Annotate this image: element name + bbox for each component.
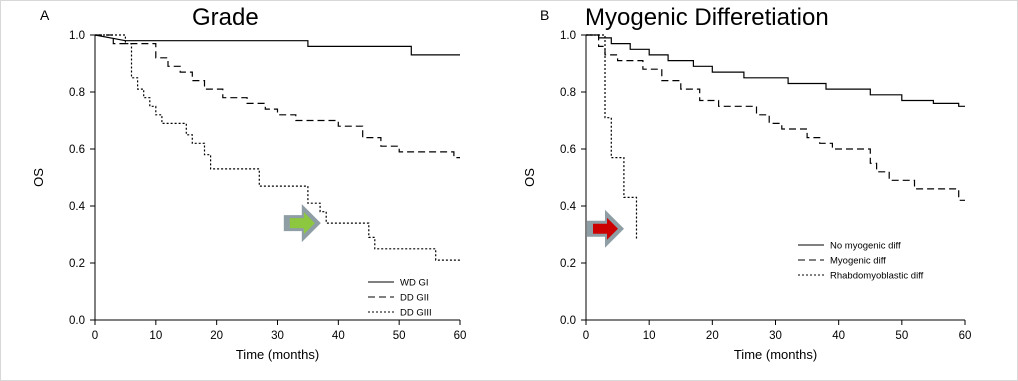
panel-letter: A	[40, 7, 50, 23]
legend-entry: DD GIII	[400, 308, 432, 319]
legend-entry: Myogenic diff	[830, 256, 886, 267]
x-tick-label: 60	[959, 330, 972, 342]
series-line-2	[586, 34, 965, 201]
x-axis-label: Time (months)	[236, 347, 319, 362]
x-tick-label: 40	[332, 330, 345, 342]
x-axis-label: Time (months)	[734, 347, 817, 362]
y-tick-label: 0.0	[560, 315, 576, 327]
x-tick-label: 30	[769, 330, 782, 342]
x-tick-label: 30	[271, 330, 284, 342]
x-tick-label: 20	[706, 330, 719, 342]
y-axis-label: OS	[31, 168, 46, 187]
y-tick-label: 0.8	[560, 87, 576, 99]
chart-title: Myogenic Differetiation	[585, 4, 829, 31]
series-line-1	[586, 34, 965, 107]
x-tick-label: 40	[832, 330, 845, 342]
series-line-1	[94, 34, 460, 56]
panel-A: A Grade 0 10 20 30 40 50 60 0.0 0.2 0.4 0.6 0.8 1.0 Tim…	[31, 4, 466, 362]
x-tick-label: 50	[895, 330, 908, 342]
legend-entry: Rhabdomyoblastic diff	[830, 271, 924, 282]
x-tick-label: 0	[92, 330, 98, 342]
y-axis-label: OS	[522, 168, 537, 187]
x-tick-label: 0	[583, 330, 589, 342]
x-tick-label: 20	[210, 330, 223, 342]
arrow-annotation-fill	[289, 212, 315, 235]
y-tick-label: 0.2	[560, 258, 576, 270]
x-tick-label: 10	[149, 330, 162, 342]
legend-entry: WD GI	[400, 278, 429, 289]
arrow-annotation-fill	[593, 217, 618, 240]
y-tick-label: 0.6	[560, 144, 576, 156]
series-line-2	[95, 34, 460, 159]
series-line-3	[586, 34, 638, 241]
y-tick-label: 0.0	[69, 315, 85, 327]
chart-title: Grade	[192, 4, 259, 31]
legend-entry: DD GII	[400, 293, 429, 304]
y-tick-label: 1.0	[69, 30, 85, 42]
y-tick-label: 0.8	[69, 87, 85, 99]
x-tick-label: 10	[643, 330, 656, 342]
legend-entry: No myogenic diff	[830, 241, 901, 252]
y-tick-label: 0.4	[69, 201, 86, 213]
x-tick-label: 60	[454, 330, 467, 342]
y-tick-label: 0.6	[69, 144, 85, 156]
panel-B: B Myogenic Differetiation 0 10 20 30 40 50 60 0.0…	[522, 4, 971, 362]
series-line-3	[95, 34, 460, 261]
y-tick-label: 0.4	[560, 201, 577, 213]
y-tick-label: 1.0	[560, 30, 576, 42]
x-tick-label: 50	[393, 330, 406, 342]
panel-letter: B	[540, 7, 549, 23]
y-tick-label: 0.2	[69, 258, 85, 270]
